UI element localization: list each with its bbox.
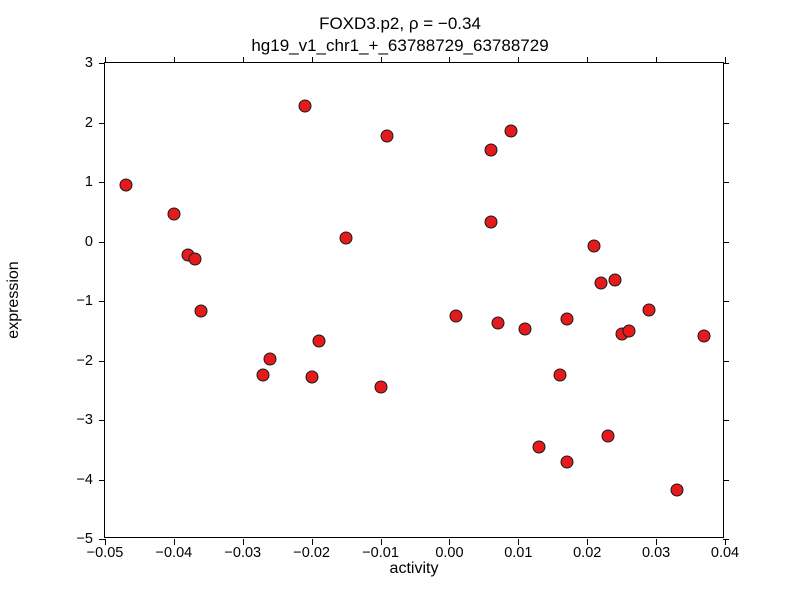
scatter-point-1[interactable] — [167, 207, 180, 220]
x-tick-label: 0.00 — [435, 545, 463, 561]
scatter-point-29[interactable] — [643, 303, 656, 316]
scatter-point-13[interactable] — [450, 309, 463, 322]
scatter-point-28[interactable] — [622, 324, 635, 337]
y-tick-mark — [99, 63, 105, 64]
y-tick-mark-right — [723, 539, 729, 540]
y-tick-label: −1 — [67, 293, 93, 309]
scatter-point-10[interactable] — [340, 231, 353, 244]
y-tick-label: −5 — [67, 531, 93, 547]
y-tick-label: 2 — [67, 115, 93, 131]
x-tick-mark-top — [587, 57, 588, 63]
scatter-point-0[interactable] — [119, 178, 132, 191]
scatter-point-22[interactable] — [560, 312, 573, 325]
y-axis-label: expression — [5, 261, 23, 338]
y-tick-mark-right — [723, 63, 729, 64]
x-tick-label: −0.02 — [293, 545, 330, 561]
x-tick-label: 0.02 — [573, 545, 601, 561]
y-tick-label: −3 — [67, 412, 93, 428]
scatter-chart: FOXD3.p2, ρ = −0.34 hg19_v1_chr1_+_63788… — [0, 0, 800, 600]
y-tick-mark-right — [723, 301, 729, 302]
scatter-point-23[interactable] — [588, 239, 601, 252]
scatter-point-3[interactable] — [188, 253, 201, 266]
scatter-point-4[interactable] — [195, 305, 208, 318]
y-tick-mark — [99, 420, 105, 421]
y-tick-mark-right — [723, 123, 729, 124]
scatter-point-11[interactable] — [374, 380, 387, 393]
x-tick-mark-top — [381, 57, 382, 63]
scatter-point-14[interactable] — [484, 144, 497, 157]
scatter-point-6[interactable] — [264, 352, 277, 365]
scatter-point-21[interactable] — [560, 455, 573, 468]
x-tick-label: 0.04 — [711, 545, 739, 561]
scatter-point-9[interactable] — [312, 334, 325, 347]
y-tick-mark — [99, 480, 105, 481]
x-tick-mark-top — [518, 57, 519, 63]
y-tick-mark — [99, 539, 105, 540]
scatter-point-15[interactable] — [484, 216, 497, 229]
y-tick-mark-right — [723, 480, 729, 481]
scatter-point-30[interactable] — [670, 484, 683, 497]
y-tick-label: −2 — [67, 353, 93, 369]
x-axis-label: activity — [104, 560, 724, 578]
scatter-point-17[interactable] — [505, 125, 518, 138]
chart-title-line2: hg19_v1_chr1_+_63788729_63788729 — [0, 36, 800, 56]
y-tick-label: 3 — [67, 55, 93, 71]
scatter-point-20[interactable] — [553, 369, 566, 382]
scatter-point-26[interactable] — [608, 274, 621, 287]
y-tick-label: 1 — [67, 174, 93, 190]
scatter-point-12[interactable] — [381, 130, 394, 143]
x-tick-label: −0.04 — [156, 545, 193, 561]
chart-title-line1: FOXD3.p2, ρ = −0.34 — [0, 14, 800, 34]
y-tick-mark — [99, 242, 105, 243]
scatter-point-25[interactable] — [601, 430, 614, 443]
y-tick-mark — [99, 301, 105, 302]
y-tick-label: −4 — [67, 472, 93, 488]
y-tick-mark-right — [723, 361, 729, 362]
x-tick-label: −0.03 — [224, 545, 261, 561]
scatter-point-16[interactable] — [491, 317, 504, 330]
y-tick-mark — [99, 182, 105, 183]
x-tick-label: −0.01 — [362, 545, 399, 561]
y-tick-mark-right — [723, 182, 729, 183]
x-tick-label: −0.05 — [87, 545, 124, 561]
scatter-point-31[interactable] — [698, 329, 711, 342]
scatter-point-5[interactable] — [257, 369, 270, 382]
x-tick-mark-top — [174, 57, 175, 63]
plot-area: −0.05 −0.04 −0.03 −0.02 −0.01 0.00 0.01 0.02 0.0… — [104, 62, 724, 538]
scatter-point-18[interactable] — [519, 322, 532, 335]
x-tick-label: 0.03 — [642, 545, 670, 561]
x-tick-mark-top — [656, 57, 657, 63]
x-tick-mark-top — [105, 57, 106, 63]
scatter-point-24[interactable] — [595, 277, 608, 290]
y-tick-mark — [99, 361, 105, 362]
scatter-point-8[interactable] — [305, 371, 318, 384]
scatter-point-7[interactable] — [298, 100, 311, 113]
x-tick-label: 0.01 — [504, 545, 532, 561]
y-tick-mark — [99, 123, 105, 124]
y-tick-mark-right — [723, 242, 729, 243]
x-tick-mark-top — [243, 57, 244, 63]
x-tick-mark-top — [312, 57, 313, 63]
x-tick-mark-top — [449, 57, 450, 63]
y-tick-mark-right — [723, 420, 729, 421]
scatter-point-19[interactable] — [533, 440, 546, 453]
y-tick-label: 0 — [67, 234, 93, 250]
